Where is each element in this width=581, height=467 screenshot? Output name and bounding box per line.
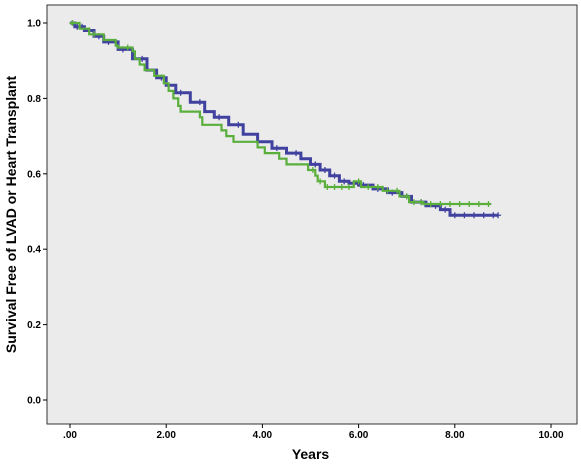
series-layer [69,20,502,219]
censor-mark [446,200,453,207]
censor-mark [403,193,410,200]
censor-mark [312,161,319,168]
censor-mark [293,150,300,157]
censor-mark [394,187,401,194]
y-axis-title: Survival Free of LVAD or Heart Transplan… [3,76,19,354]
x-axis: .00 2.00 4.00 6.00 8.00 10.00 [63,424,564,441]
censor-mark [341,178,348,185]
y-tick-label: 0.0 [27,396,41,407]
x-axis-title: Years [292,446,330,462]
y-tick-label: 0.2 [27,320,41,331]
censor-mark [418,199,425,206]
censor-mark [456,200,463,207]
censor-mark [410,199,417,206]
censor-mark [273,145,280,152]
censor-mark [216,114,223,121]
y-tick-label: 0.6 [27,169,41,180]
survival-curve-2 [70,21,491,206]
censor-mark [331,183,338,190]
censor-mark [374,183,381,190]
series-1 [69,20,502,219]
censor-mark [309,167,316,174]
x-tick-label: .00 [63,430,77,441]
censor-mark [442,206,449,213]
censor-mark [355,178,362,185]
censor-mark [177,89,184,96]
censor-mark [466,200,473,207]
censor-mark [338,183,345,190]
censor-mark [317,178,324,185]
censor-mark [69,20,76,26]
censor-mark [321,167,328,174]
censor-mark [345,183,352,190]
censor-mark [365,183,372,190]
y-tick-label: 0.8 [27,94,41,105]
censor-mark [471,212,478,219]
x-tick-label: 2.00 [156,430,176,441]
censor-mark [384,187,391,194]
censor-mark [485,200,492,207]
censor-mark [196,99,203,106]
censor-mark [235,121,242,128]
y-tick-label: 1.0 [27,19,41,30]
x-tick-label: 6.00 [349,430,369,441]
x-tick-label: 10.00 [538,430,563,441]
x-tick-label: 8.00 [445,430,465,441]
y-axis: 0.0 0.2 0.4 0.6 0.8 1.0 [27,19,47,407]
censor-mark [124,44,131,51]
series-2 [69,20,492,207]
censor-mark [475,200,482,207]
censor-mark [427,200,434,207]
censor-mark [480,212,487,219]
censor-mark [324,183,331,190]
censor-mark [451,212,458,219]
censor-mark [461,212,468,219]
y-tick-label: 0.4 [27,245,41,256]
censor-mark [331,172,338,179]
censor-mark [495,212,502,219]
censor-mark [91,31,98,38]
censor-mark [437,200,444,207]
x-tick-label: 4.00 [253,430,273,441]
